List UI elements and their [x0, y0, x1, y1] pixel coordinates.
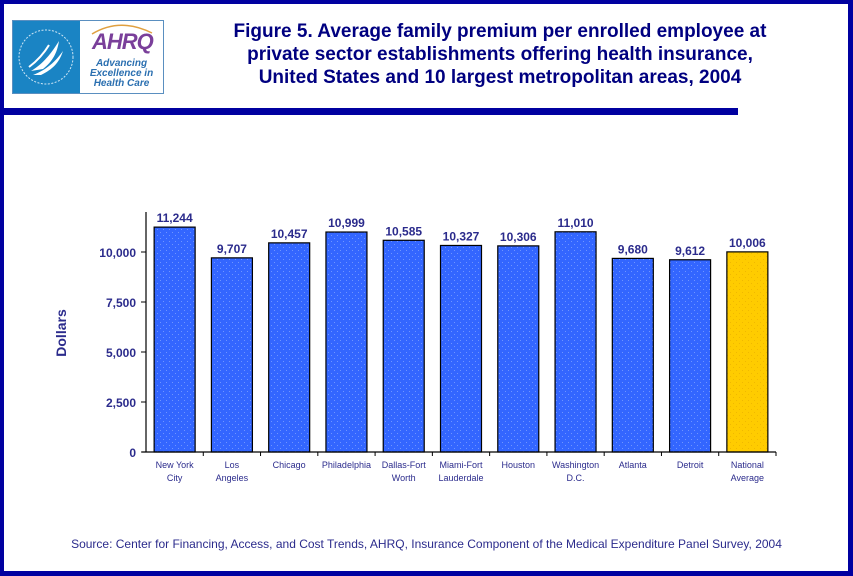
x-tick-label: Lauderdale	[438, 473, 483, 483]
bar-national-average	[726, 251, 769, 453]
bar	[611, 257, 654, 453]
data-label: 9,612	[675, 244, 705, 258]
data-label: 11,010	[558, 216, 594, 230]
x-tick-label: Dallas-Fort	[382, 460, 427, 470]
bar	[382, 239, 425, 453]
bar	[497, 245, 540, 453]
data-label: 9,707	[217, 242, 247, 256]
data-label: 10,999	[328, 216, 365, 230]
figure-title: Figure 5. Average family premium per enr…	[200, 20, 800, 89]
x-tick-label: Worth	[392, 473, 416, 483]
x-tick-label: City	[167, 473, 183, 483]
tagline-line: Health Care	[93, 78, 150, 89]
x-tick-label: Washington	[552, 460, 599, 470]
x-tick-label: New York	[156, 460, 195, 470]
x-tick-label: Atlanta	[619, 460, 647, 470]
bar	[268, 242, 311, 453]
x-tick-label: D.C.	[567, 473, 585, 483]
y-tick-label: 2,500	[106, 396, 136, 410]
source-note: Source: Center for Financing, Access, an…	[71, 537, 782, 551]
x-tick-label: National	[731, 460, 764, 470]
y-tick-label: 0	[129, 446, 136, 460]
title-line: Figure 5. Average family premium per enr…	[233, 21, 767, 42]
y-tick-label: 7,500	[106, 296, 136, 310]
bar	[668, 259, 712, 453]
bar	[210, 257, 254, 453]
x-tick-label: Miami-Fort	[440, 460, 483, 470]
data-label: 9,680	[618, 242, 648, 256]
y-axis-label: Dollars	[53, 309, 69, 357]
header-divider	[0, 108, 738, 115]
title-line: private sector establishments offering h…	[247, 44, 753, 65]
y-tick-label: 10,000	[99, 246, 136, 260]
bar	[554, 231, 597, 453]
bar	[439, 244, 483, 453]
x-tick-label: Chicago	[273, 460, 306, 470]
x-tick-label: Houston	[502, 460, 536, 470]
x-tick-label: Los	[225, 460, 240, 470]
title-line: United States and 10 largest metropolita…	[258, 67, 742, 88]
data-label: 10,006	[729, 236, 766, 250]
ahrq-logo: AHRQ Advancing Excellence in Health Care	[80, 21, 163, 93]
tagline-line: Advancing	[95, 58, 148, 69]
data-label: 10,585	[385, 224, 422, 238]
ahrq-tagline: Advancing Excellence in Health Care	[80, 59, 163, 89]
x-tick-label: Detroit	[677, 460, 704, 470]
y-tick-label: 5,000	[106, 346, 136, 360]
x-tick-label: Average	[731, 473, 764, 483]
bar	[153, 226, 196, 453]
hhs-eagle-seal-icon	[13, 21, 80, 93]
data-label: 10,306	[500, 230, 537, 244]
data-label: 11,244	[157, 211, 193, 225]
bar	[325, 231, 368, 453]
ahrq-wordmark: AHRQ	[92, 29, 154, 54]
data-label: 10,327	[443, 229, 480, 243]
data-label: 10,457	[271, 227, 308, 241]
agency-logo: AHRQ Advancing Excellence in Health Care	[12, 20, 164, 94]
x-tick-label: Angeles	[216, 473, 249, 483]
tagline-line: Excellence in	[89, 68, 154, 79]
x-tick-label: Philadelphia	[322, 460, 371, 470]
